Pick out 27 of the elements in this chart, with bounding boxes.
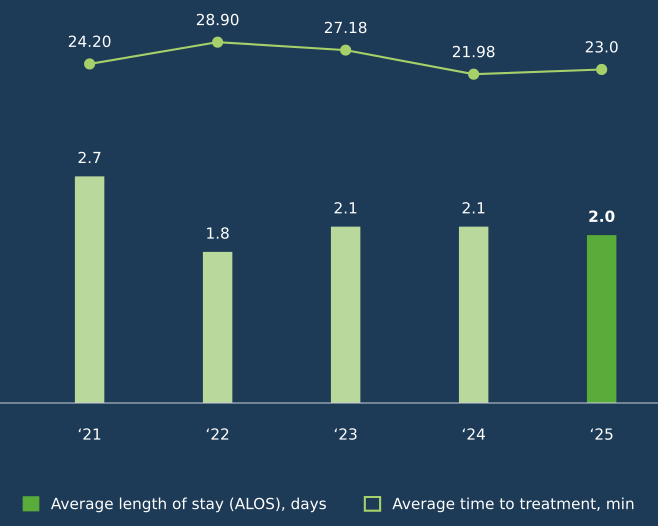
- x-tick-label: ‘22: [206, 428, 228, 440]
- data-label: 27.18: [324, 22, 366, 34]
- point: [468, 68, 480, 80]
- point: [84, 58, 96, 70]
- data-label: 24.20: [68, 36, 110, 48]
- legend-label: Average length of stay (ALOS), days: [50, 497, 326, 512]
- data-label: 2.0: [589, 210, 614, 222]
- bar: [202, 252, 232, 403]
- x-tick-label: ‘21: [78, 428, 100, 440]
- data-label: 21.98: [452, 46, 494, 58]
- data-label: 2.7: [78, 152, 100, 164]
- point: [596, 64, 608, 76]
- bar: [74, 176, 104, 403]
- data-label: 1.8: [207, 227, 229, 239]
- point: [212, 36, 224, 48]
- data-label: 23.0: [586, 41, 618, 53]
- data-label: 2.1: [462, 202, 484, 214]
- x-tick-label: ‘25: [590, 428, 612, 440]
- point: [340, 44, 352, 56]
- data-label: 28.90: [196, 14, 238, 26]
- bar: [586, 235, 616, 403]
- x-tick-label: ‘24: [462, 428, 485, 440]
- bar: [458, 226, 488, 403]
- bar: [330, 226, 360, 403]
- x-tick-label: ‘23: [334, 428, 357, 440]
- data-label: 2.1: [334, 202, 356, 214]
- legend-label: Average time to treatment, min: [392, 497, 634, 512]
